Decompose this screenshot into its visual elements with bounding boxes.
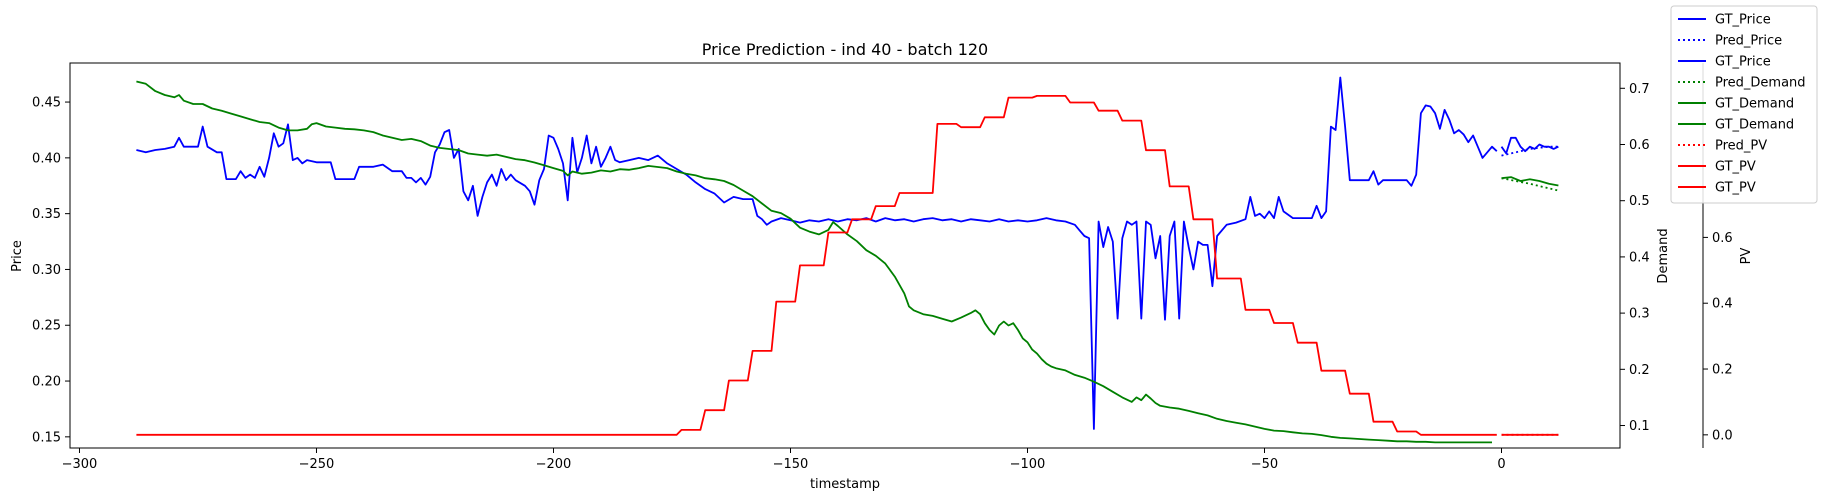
series-line-gt-pv-6 — [136, 95, 1497, 436]
legend-box — [1670, 5, 1818, 204]
legend-label: GT_Price — [1715, 13, 1771, 28]
x-tick-label: −250 — [299, 457, 335, 472]
demand-tick-label: 0.3 — [1629, 307, 1650, 322]
legend-label: GT_Demand — [1715, 118, 1794, 133]
demand-tick-label: 0.7 — [1629, 82, 1650, 97]
price-tick-label: 0.20 — [32, 375, 61, 390]
price-tick-label: 0.25 — [32, 319, 61, 334]
price-tick-label: 0.45 — [32, 96, 61, 111]
pv-tick-label: 0.0 — [1712, 428, 1733, 443]
demand-tick-label: 0.2 — [1629, 363, 1650, 378]
demand-tick-label: 0.4 — [1629, 250, 1650, 265]
demand-tick-label: 0.6 — [1629, 138, 1650, 153]
price-tick-label: 0.30 — [32, 263, 61, 278]
pv-axis: 0.0 0.2 0.4 0.6 — [1702, 63, 1733, 448]
pv-tick-label: 0.6 — [1712, 231, 1733, 246]
demand-axis: 0.1 0.2 0.3 0.4 0.5 0.6 0.7 — [1620, 82, 1650, 434]
series-line-gt-price-0 — [136, 76, 1498, 430]
series-layer — [136, 76, 1559, 444]
x-axis-label: timestamp — [810, 477, 880, 492]
price-axis-label: Price — [10, 240, 25, 272]
x-tick-label: −300 — [62, 457, 98, 472]
x-tick-label: −50 — [1251, 457, 1278, 472]
legend-label: GT_Price — [1715, 55, 1771, 70]
legend-label: Pred_Demand — [1715, 76, 1806, 91]
price-axis: 0.15 0.20 0.25 0.30 0.35 0.40 0.45 — [32, 96, 70, 445]
x-tick-label: −150 — [773, 457, 809, 472]
pv-tick-label: 0.2 — [1712, 363, 1733, 378]
legend-label: Pred_PV — [1715, 139, 1767, 154]
chart-title: Price Prediction - ind 40 - batch 120 — [702, 40, 988, 59]
price-tick-label: 0.35 — [32, 207, 61, 222]
x-tick-label: −100 — [1010, 457, 1046, 472]
pv-axis-label: PV — [1739, 248, 1754, 265]
series-line-gt-price-2 — [1500, 136, 1559, 155]
price-tick-label: 0.40 — [32, 151, 61, 166]
legend-label: GT_PV — [1715, 160, 1756, 175]
legend-label: Pred_Price — [1715, 34, 1782, 49]
x-axis: −300 −250 −200 −150 −100 −50 0 — [62, 448, 1506, 472]
demand-tick-label: 0.5 — [1629, 194, 1650, 209]
plot-frame — [69, 62, 1621, 449]
pv-tick-label: 0.4 — [1712, 297, 1733, 312]
series-line-gt-demand-5 — [1501, 176, 1559, 187]
demand-axis-label: Demand — [1656, 228, 1671, 283]
series-line-gt-demand-3 — [136, 80, 1492, 444]
x-tick-label: 0 — [1497, 457, 1505, 472]
x-tick-label: −200 — [536, 457, 572, 472]
legend-label: GT_Demand — [1715, 97, 1794, 112]
legend-label: GT_PV — [1715, 181, 1756, 196]
legend: GT_Price Pred_Price GT_Price Pred_Demand GT_… — [1670, 5, 1818, 204]
demand-tick-label: 0.1 — [1629, 419, 1650, 434]
price-tick-label: 0.15 — [32, 430, 61, 445]
